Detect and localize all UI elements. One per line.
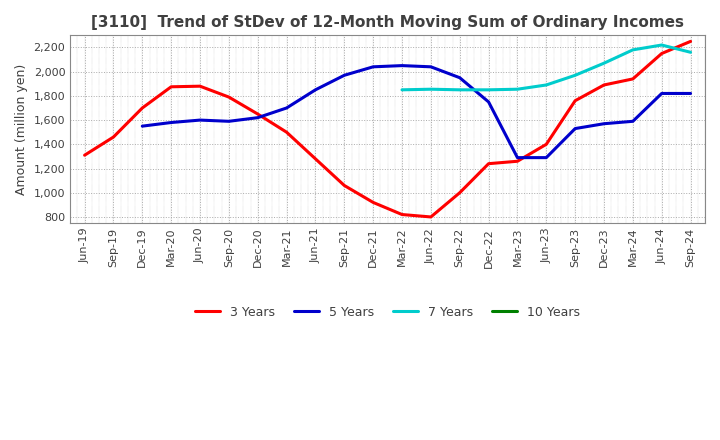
3 Years — [657, 51, 666, 56]
5 Years — [282, 105, 291, 110]
Line: 3 Years: 3 Years — [84, 41, 690, 217]
Title: [3110]  Trend of StDev of 12-Month Moving Sum of Ordinary Incomes: [3110] Trend of StDev of 12-Month Moving… — [91, 15, 684, 30]
Y-axis label: Amount (million yen): Amount (million yen) — [15, 63, 28, 195]
3 Years — [225, 95, 233, 100]
3 Years — [167, 84, 176, 89]
7 Years — [600, 61, 608, 66]
3 Years — [138, 105, 147, 110]
5 Years — [340, 73, 348, 78]
3 Years — [426, 214, 435, 220]
5 Years — [138, 124, 147, 129]
3 Years — [369, 200, 377, 205]
5 Years — [167, 120, 176, 125]
3 Years — [397, 212, 406, 217]
5 Years — [600, 121, 608, 126]
5 Years — [397, 63, 406, 68]
3 Years — [571, 98, 580, 103]
3 Years — [340, 183, 348, 188]
5 Years — [513, 155, 522, 160]
3 Years — [196, 84, 204, 89]
3 Years — [513, 158, 522, 164]
5 Years — [196, 117, 204, 123]
3 Years — [80, 153, 89, 158]
3 Years — [600, 82, 608, 88]
7 Years — [571, 73, 580, 78]
7 Years — [397, 87, 406, 92]
5 Years — [253, 115, 262, 120]
7 Years — [542, 82, 551, 88]
7 Years — [686, 50, 695, 55]
5 Years — [686, 91, 695, 96]
3 Years — [282, 129, 291, 135]
3 Years — [686, 39, 695, 44]
3 Years — [485, 161, 493, 166]
5 Years — [311, 87, 320, 92]
5 Years — [542, 155, 551, 160]
3 Years — [542, 142, 551, 147]
3 Years — [456, 190, 464, 195]
3 Years — [253, 111, 262, 117]
7 Years — [456, 87, 464, 92]
Legend: 3 Years, 5 Years, 7 Years, 10 Years: 3 Years, 5 Years, 7 Years, 10 Years — [190, 301, 585, 323]
7 Years — [513, 87, 522, 92]
3 Years — [109, 134, 118, 139]
5 Years — [426, 64, 435, 70]
5 Years — [657, 91, 666, 96]
5 Years — [225, 119, 233, 124]
3 Years — [311, 156, 320, 161]
5 Years — [571, 126, 580, 131]
5 Years — [369, 64, 377, 70]
7 Years — [485, 87, 493, 92]
7 Years — [426, 87, 435, 92]
7 Years — [657, 42, 666, 48]
Line: 5 Years: 5 Years — [143, 66, 690, 158]
5 Years — [629, 119, 637, 124]
5 Years — [456, 75, 464, 81]
5 Years — [485, 99, 493, 105]
3 Years — [629, 76, 637, 81]
Line: 7 Years: 7 Years — [402, 45, 690, 90]
7 Years — [629, 47, 637, 52]
